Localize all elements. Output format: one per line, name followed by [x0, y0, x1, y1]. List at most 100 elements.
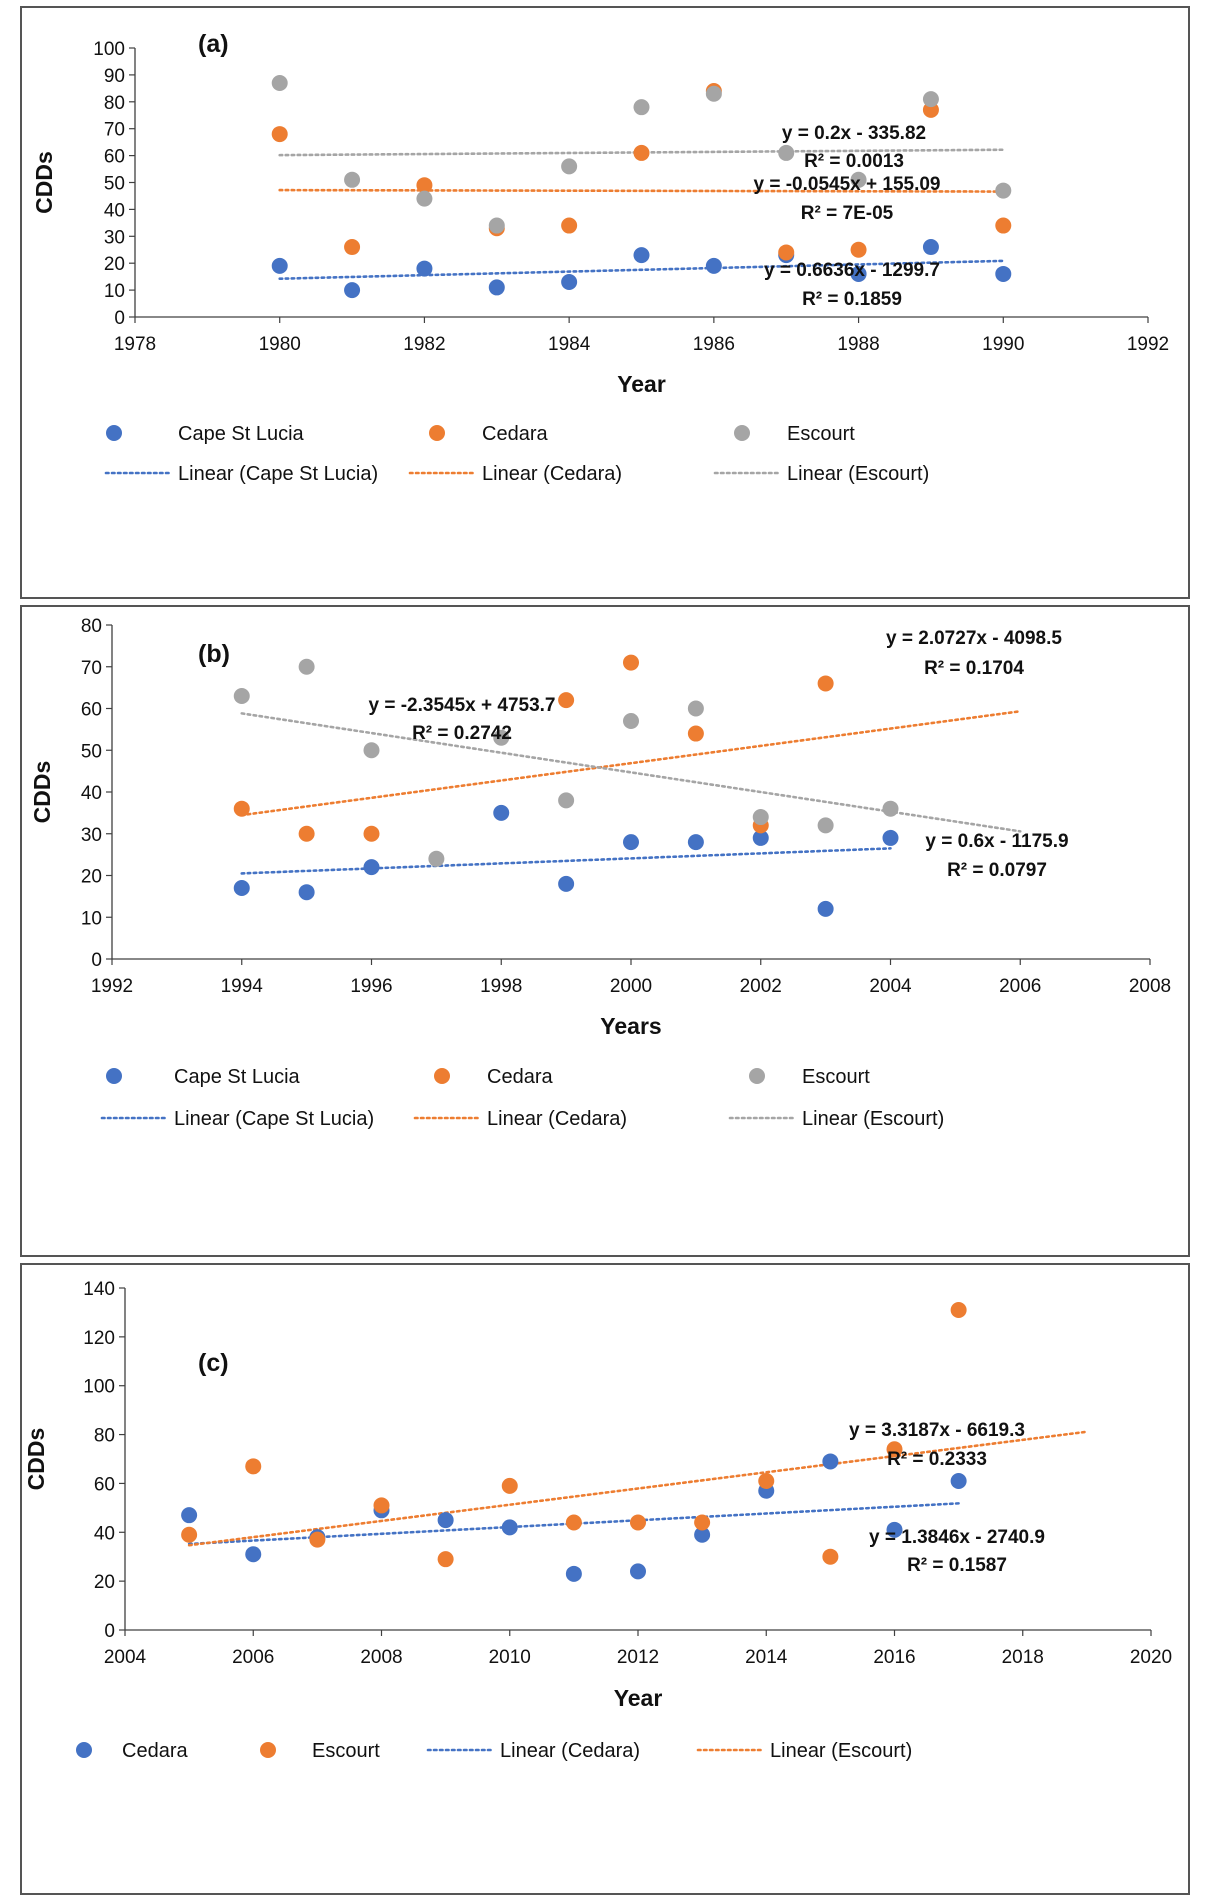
trendline-equation: y = -0.0545x + 155.09	[754, 174, 941, 195]
legend-marker	[734, 425, 750, 441]
data-point	[245, 1546, 262, 1563]
data-point	[633, 99, 650, 116]
data-point	[558, 792, 575, 809]
data-point	[687, 725, 704, 742]
x-tick-label: 2002	[740, 976, 782, 997]
data-point	[437, 1551, 454, 1568]
y-tick-label: 40	[104, 200, 125, 221]
trendline	[278, 188, 1005, 193]
x-tick-label: 1986	[693, 334, 735, 355]
panel-label: (c)	[198, 1349, 229, 1377]
y-tick-label: 80	[94, 1426, 115, 1447]
data-point	[561, 158, 578, 175]
trendline	[187, 1430, 1089, 1547]
data-point	[558, 875, 575, 892]
data-point	[416, 260, 433, 277]
y-axis-title: CDDs	[29, 761, 55, 824]
data-point	[850, 241, 867, 258]
data-point	[822, 1453, 839, 1470]
y-tick-label: 60	[81, 700, 102, 721]
y-axis-title: CDDs	[31, 151, 57, 214]
y-tick-label: 60	[94, 1474, 115, 1495]
data-point	[882, 800, 899, 817]
legend-label: Cedara	[122, 1740, 188, 1762]
x-tick-label: 1984	[548, 334, 591, 355]
trendline-equation: y = 0.6636x - 1299.7	[764, 260, 940, 281]
data-point	[181, 1507, 198, 1524]
legend-marker	[429, 425, 445, 441]
x-tick-label: 1996	[350, 976, 392, 997]
panel-c: 0 20 40 60 80 100 120 140 2004 2006 2008 2010 2012 20…	[20, 1263, 1190, 1895]
data-point	[886, 1441, 903, 1458]
y-tick-label: 10	[104, 281, 125, 302]
data-point	[817, 817, 834, 834]
data-point	[694, 1514, 711, 1531]
data-point	[565, 1514, 582, 1531]
data-point	[363, 825, 380, 842]
legend-label: Cedara	[482, 423, 548, 445]
data-point	[687, 700, 704, 717]
data-point	[752, 809, 769, 826]
data-point	[373, 1497, 390, 1514]
data-point	[363, 742, 380, 759]
data-point	[850, 171, 867, 188]
x-axis-title: Year	[617, 371, 666, 397]
x-tick-label: 1994	[221, 976, 264, 997]
data-point	[437, 1512, 454, 1529]
legend-label: Linear (Cedara)	[500, 1740, 640, 1762]
y-tick-label: 50	[81, 741, 102, 762]
data-point	[245, 1458, 262, 1475]
data-point	[995, 217, 1012, 234]
data-point	[561, 274, 578, 291]
trendline	[240, 847, 892, 875]
y-tick-label: 0	[91, 950, 102, 971]
data-point	[271, 126, 288, 143]
y-tick-label: 90	[104, 66, 125, 87]
y-axis-title: CDDs	[23, 1428, 49, 1491]
data-point	[493, 729, 510, 746]
legend-label: Linear (Escourt)	[770, 1740, 912, 1762]
y-tick-label: 10	[81, 908, 102, 929]
trendline	[240, 712, 1022, 833]
y-tick-label: 120	[83, 1328, 115, 1349]
y-tick-label: 70	[104, 120, 125, 141]
data-point	[233, 880, 250, 897]
data-point	[233, 800, 250, 817]
legend-label: Linear (Escourt)	[802, 1108, 944, 1130]
x-tick-label: 2006	[232, 1647, 274, 1668]
data-point	[501, 1519, 518, 1536]
trendline-r2: R² = 0.1859	[802, 289, 902, 310]
legend-label: Linear (Cape St Lucia)	[178, 463, 378, 485]
panel-b: 0 10 20 30 40 50 60 70 80 1992 1994 1996 1998 2000 200…	[20, 605, 1190, 1257]
y-tick-label: 50	[104, 174, 125, 195]
chart-c: 0 20 40 60 80 100 120 140 2004 2006 2008 2010 2012 20…	[23, 1279, 1172, 1762]
legend-marker	[106, 425, 122, 441]
y-tick-label: 30	[104, 227, 125, 248]
legend-label: Cape St Lucia	[174, 1066, 301, 1088]
legend-marker	[434, 1068, 450, 1084]
data-point	[850, 265, 867, 282]
data-point	[561, 217, 578, 234]
x-tick-label: 1980	[259, 334, 301, 355]
trendline-r2: R² = 0.1587	[907, 1555, 1007, 1576]
trendline	[240, 709, 1022, 817]
y-tick-label: 0	[104, 1621, 115, 1642]
data-point	[633, 247, 650, 264]
legend-marker	[749, 1068, 765, 1084]
x-tick-label: 2014	[745, 1647, 788, 1668]
x-tick-label: 1982	[403, 334, 445, 355]
data-point	[344, 239, 361, 256]
legend-label: Linear (Cedara)	[487, 1108, 627, 1130]
legend-marker	[106, 1068, 122, 1084]
data-point	[501, 1477, 518, 1494]
x-tick-label: 2004	[104, 1647, 147, 1668]
data-point	[488, 217, 505, 234]
panel-a: 0 10 20 30 40 50 60 70 80 90 100 1978 1980 1982 1984 19…	[20, 6, 1190, 599]
legend-label: Linear (Cedara)	[482, 463, 622, 485]
data-point	[416, 190, 433, 207]
legend-label: Escourt	[802, 1066, 870, 1088]
trendline-r2: R² = 0.0797	[947, 860, 1047, 881]
data-point	[817, 675, 834, 692]
data-point	[705, 85, 722, 102]
